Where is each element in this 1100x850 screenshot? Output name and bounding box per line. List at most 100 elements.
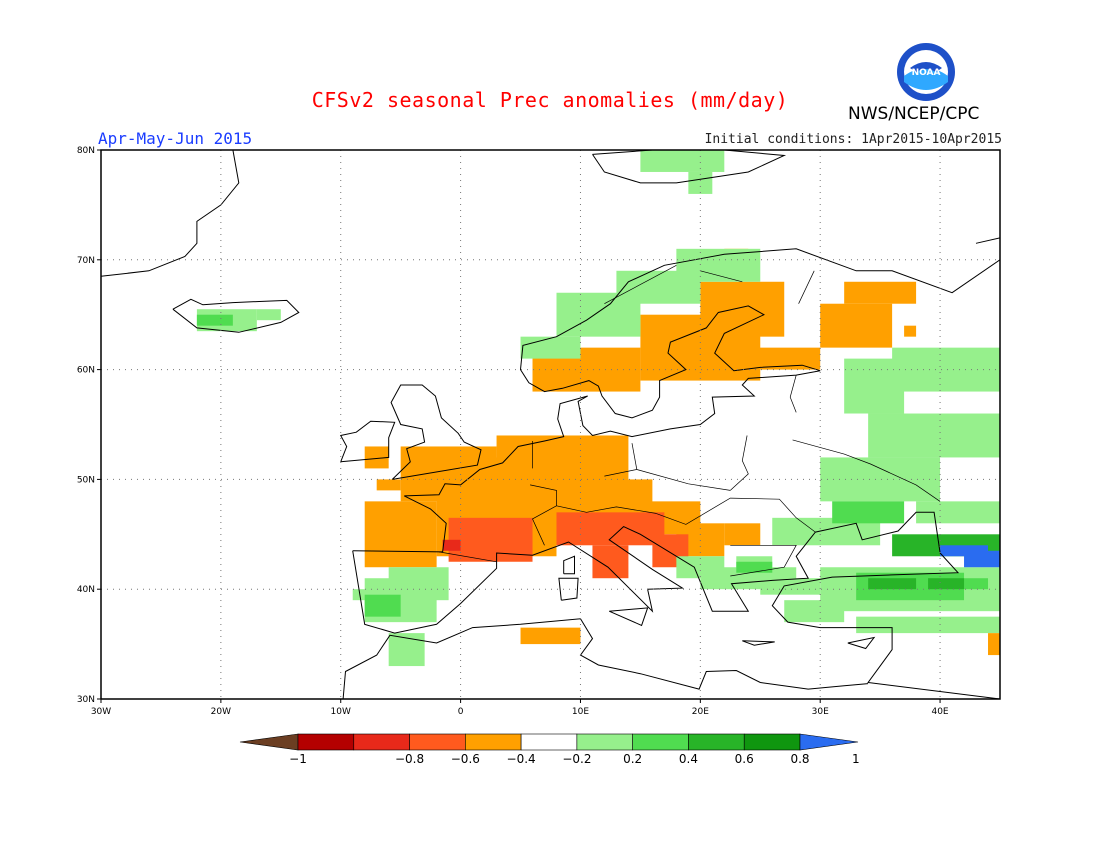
colorbar-label: 0.8: [790, 752, 809, 766]
y-tick-label: 80N: [77, 146, 95, 156]
country-border: [556, 505, 657, 514]
country-border: [604, 469, 637, 477]
anomaly-cell: [688, 171, 713, 194]
anomaly-cell: [988, 633, 1000, 656]
colorbar-label: −0.6: [451, 752, 480, 766]
chart-title: CFSv2 seasonal Prec anomalies (mm/day): [311, 88, 789, 112]
country-border: [636, 469, 731, 491]
anomaly-cell: [868, 578, 917, 590]
country-border: [789, 375, 797, 413]
colorbar-label: 0.4: [679, 752, 698, 766]
x-tick-label: 30W: [91, 707, 111, 717]
anomaly-cell: [520, 336, 581, 359]
anomaly-cell: [904, 325, 917, 337]
coastline: [563, 555, 575, 575]
x-tick-label: 20W: [211, 707, 231, 717]
anomaly-cell: [364, 501, 437, 568]
anomaly-cell: [820, 457, 941, 502]
colorbar-swatch: [409, 733, 466, 751]
x-tick-label: 20E: [692, 707, 709, 717]
x-tick-label: 0: [458, 707, 464, 717]
anomaly-cell: [520, 627, 581, 645]
x-tick-label: 30E: [812, 707, 829, 717]
colorbar-swatch: [576, 733, 633, 751]
anomaly-cell: [376, 479, 401, 491]
map-frame: [100, 149, 1001, 700]
x-tick-label: 10E: [572, 707, 589, 717]
colorbar-swatch: [297, 733, 355, 751]
coastline: [390, 384, 482, 480]
anomaly-cell: [400, 446, 497, 502]
anomaly-cells: [196, 150, 1000, 667]
colorbar-label: −1: [289, 752, 307, 766]
colorbar: −1 −0.8 −0.6 −0.4 −0.2 0.2 0.4 0.6 0.8 1: [239, 733, 860, 766]
anomaly-cell: [892, 347, 1000, 392]
coastline: [352, 150, 1000, 699]
coastline: [592, 150, 787, 184]
coastline: [339, 420, 396, 463]
anomaly-cell: [928, 578, 965, 590]
colorbar-swatch: [632, 733, 689, 751]
colorbar-label: 1: [852, 752, 860, 766]
period-label: Apr-May-Jun 2015: [98, 129, 253, 148]
anomaly-cell: [724, 292, 773, 304]
colorbar-swatch: [465, 733, 522, 751]
anomaly-cell: [592, 545, 629, 579]
country-border: [730, 544, 797, 577]
axis-labels: 30W 20W 10W 0 10E 20E 30E 40E 30N 40N 50N 60N 70N 80N: [77, 146, 949, 717]
country-border: [700, 270, 743, 283]
coastline: [608, 607, 649, 627]
y-tick-label: 70N: [77, 256, 95, 266]
noaa-logo: NOAA: [897, 43, 955, 101]
anomaly-cell: [256, 309, 281, 321]
colorbar-swatch: [520, 733, 578, 751]
country-border: [792, 439, 941, 502]
country-border: [631, 443, 638, 470]
colorbar-arrow-high: [799, 733, 859, 751]
colorbar-swatch: [353, 733, 410, 751]
colorbar-label: −0.4: [507, 752, 536, 766]
initial-conditions-label: Initial conditions: 1Apr2015-10Apr2015: [704, 132, 1002, 147]
anomaly-cell: [442, 539, 461, 551]
colorbar-swatch: [688, 733, 745, 751]
anomaly-cell: [364, 594, 401, 617]
agency-label: NWS/NCEP/CPC: [848, 104, 980, 124]
anomaly-cell: [964, 550, 1000, 568]
y-tick-label: 30N: [77, 695, 95, 705]
anomaly-cell: [640, 150, 725, 172]
colorbar-arrow-low: [239, 733, 299, 751]
anomaly-cell: [196, 314, 233, 326]
country-border: [730, 435, 749, 491]
colorbar-label: 0.2: [623, 752, 642, 766]
anomaly-cell: [556, 512, 665, 546]
colorbar-swatch: [743, 733, 801, 751]
coastline: [101, 150, 240, 277]
anomaly-cell: [868, 413, 1000, 458]
y-tick-label: 50N: [77, 475, 95, 485]
anomaly-cell: [832, 501, 905, 524]
y-tick-label: 60N: [77, 366, 95, 376]
anomaly-cell: [916, 501, 1000, 524]
anomaly-cell: [556, 380, 605, 392]
anomaly-cell: [364, 446, 389, 469]
coastline: [742, 640, 775, 646]
anomaly-cell: [844, 281, 917, 304]
anomaly-cell: [676, 556, 725, 579]
colorbar-label: 0.6: [735, 752, 754, 766]
coastline: [975, 237, 1000, 244]
noaa-logo-text: NOAA: [912, 68, 941, 78]
x-tick-label: 10W: [331, 707, 351, 717]
coastline: [342, 618, 869, 699]
x-tick-label: 40E: [931, 707, 948, 717]
anomaly-cell: [676, 248, 761, 282]
anomaly-cell: [856, 616, 1000, 634]
anomaly-cell: [784, 600, 845, 623]
coastline: [352, 248, 1000, 553]
colorbar-label: −0.2: [562, 752, 591, 766]
coastline: [558, 577, 579, 601]
anomaly-cell: [736, 561, 773, 573]
anomaly-cell: [820, 303, 893, 348]
coastline: [172, 298, 300, 333]
country-border: [798, 270, 815, 304]
